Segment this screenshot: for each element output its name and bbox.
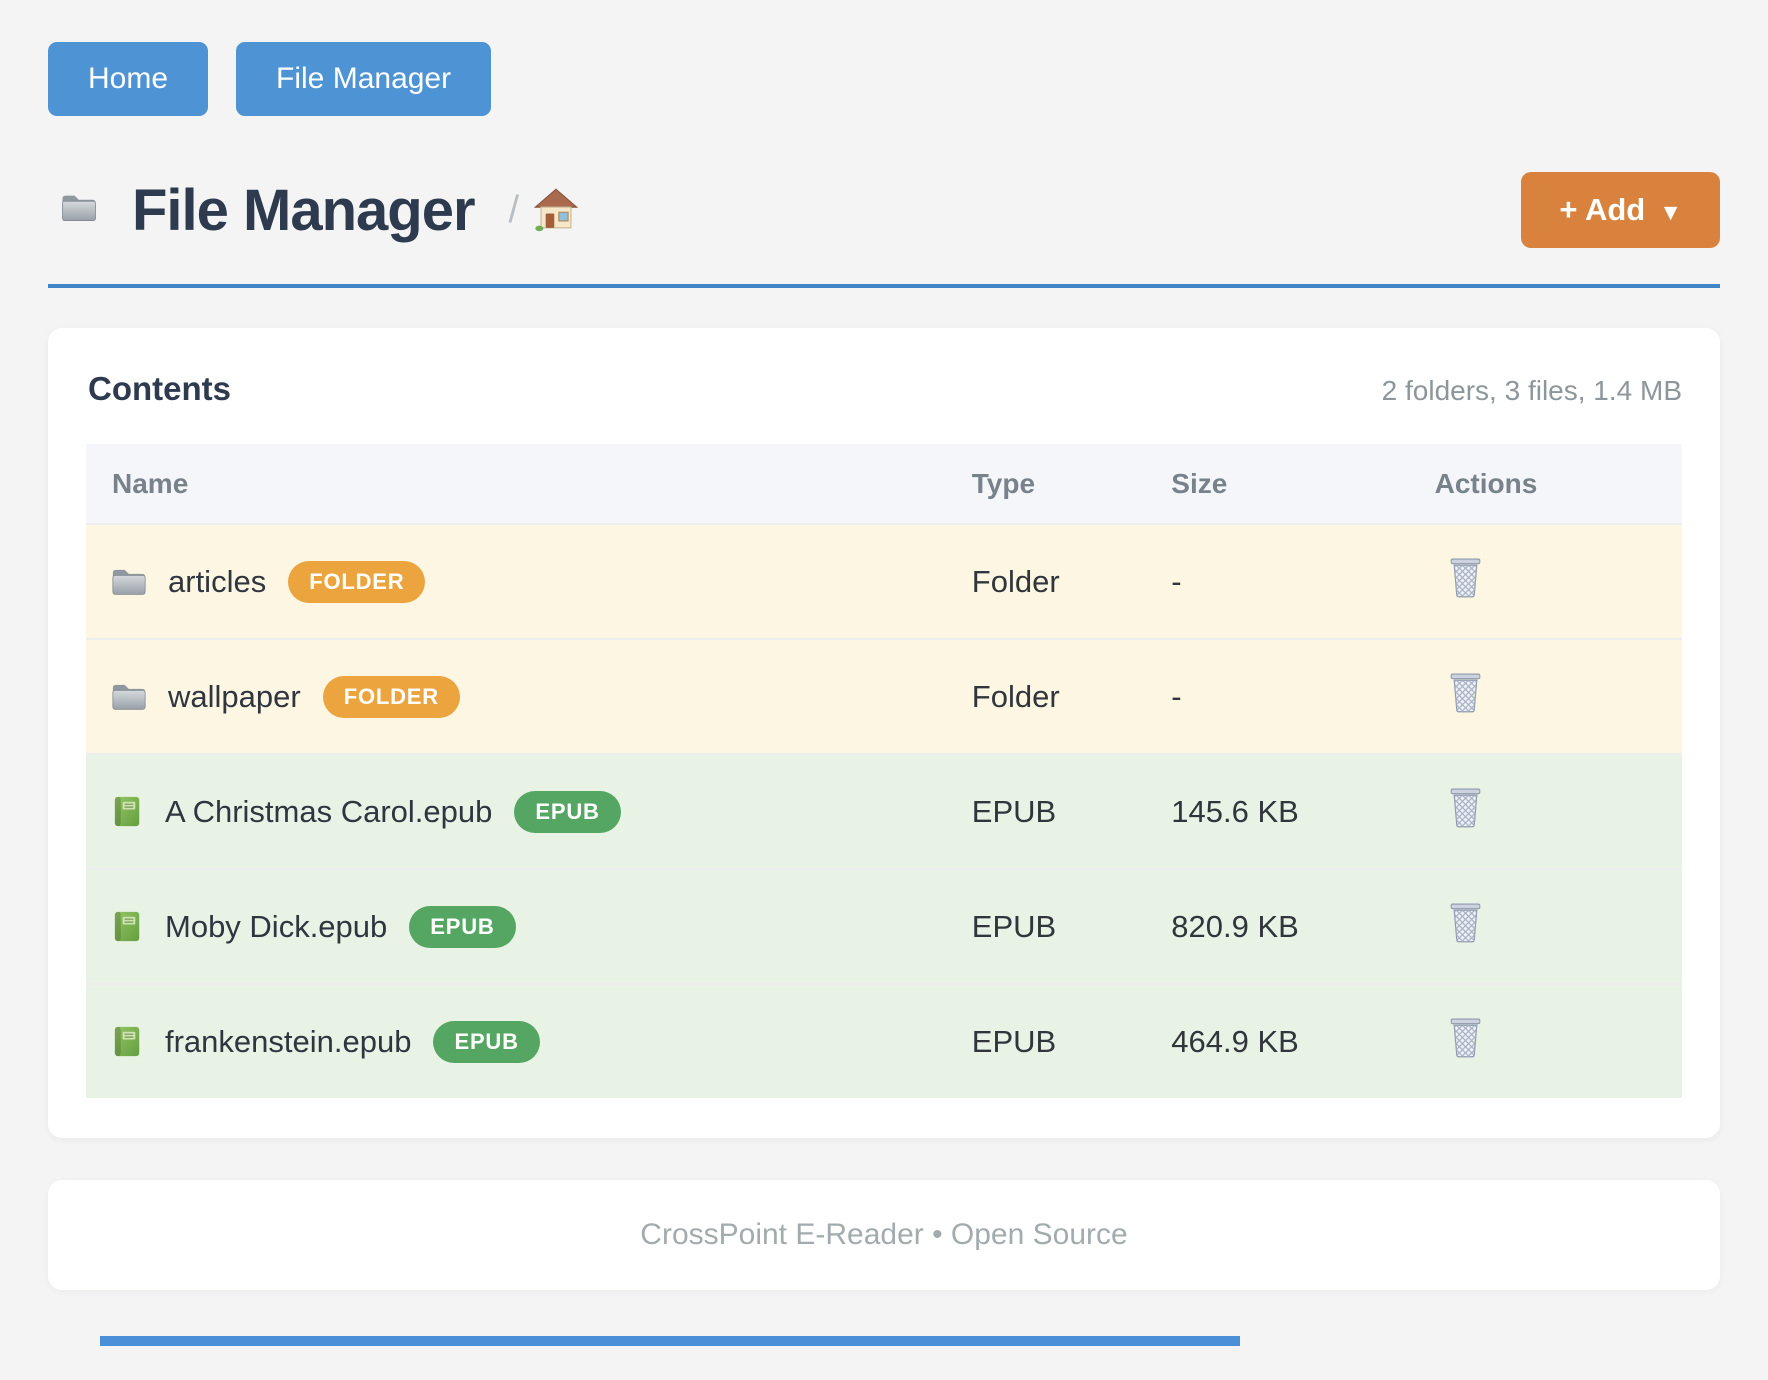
folder-icon — [110, 565, 148, 598]
delete-button[interactable] — [1435, 671, 1484, 717]
size-cell: 820.9 KB — [1171, 908, 1299, 944]
type-cell: EPUB — [971, 1023, 1057, 1059]
type-cell: Folder — [971, 563, 1060, 599]
book-icon — [110, 793, 145, 830]
contents-header: Contents 2 folders, 3 files, 1.4 MB — [86, 370, 1682, 408]
type-badge: FOLDER — [322, 675, 460, 718]
trash-icon — [1447, 1016, 1484, 1062]
add-button[interactable]: + Add ▼ — [1521, 172, 1720, 248]
chevron-down-icon: ▼ — [1659, 198, 1682, 225]
file-table: Name Type Size Actions articles FOLDER Fol… — [86, 444, 1682, 1098]
column-header-actions: Actions — [1434, 467, 1538, 499]
column-header-name: Name — [112, 467, 189, 499]
type-badge: FOLDER — [288, 560, 426, 603]
size-cell: - — [1171, 678, 1182, 714]
page-title: File Manager — [132, 177, 476, 243]
column-header-type: Type — [971, 467, 1036, 499]
size-cell: - — [1171, 563, 1182, 599]
file-name[interactable]: articles — [168, 563, 267, 599]
size-cell: 464.9 KB — [1171, 1023, 1299, 1059]
type-cell: EPUB — [971, 793, 1057, 829]
file-name[interactable]: frankenstein.epub — [165, 1023, 412, 1059]
type-cell: Folder — [971, 678, 1060, 714]
file-name[interactable]: Moby Dick.epub — [165, 908, 388, 944]
type-badge: EPUB — [514, 790, 621, 833]
home-icon[interactable] — [533, 187, 579, 233]
title-group: File Manager / — [48, 177, 579, 244]
column-header-size: Size — [1171, 467, 1228, 499]
trash-icon — [1447, 786, 1484, 832]
table-row: Moby Dick.epub EPUB EPUB 820.9 KB — [86, 869, 1682, 984]
delete-button[interactable] — [1435, 786, 1484, 832]
contents-summary: 2 folders, 3 files, 1.4 MB — [1381, 375, 1682, 406]
type-badge: EPUB — [409, 905, 516, 948]
nav-home-button[interactable]: Home — [48, 42, 209, 116]
contents-title: Contents — [88, 370, 231, 407]
table-row: A Christmas Carol.epub EPUB EPUB 145.6 KB — [86, 754, 1682, 869]
book-icon — [110, 908, 145, 945]
book-icon — [110, 1023, 145, 1060]
delete-button[interactable] — [1435, 556, 1484, 602]
table-row: frankenstein.epub EPUB EPUB 464.9 KB — [86, 984, 1682, 1098]
delete-button[interactable] — [1435, 901, 1484, 947]
file-name[interactable]: A Christmas Carol.epub — [165, 793, 493, 829]
trash-icon — [1447, 556, 1484, 602]
header-divider — [48, 284, 1720, 288]
folder-icon — [48, 191, 110, 229]
page-header: File Manager / + Add ▼ — [48, 172, 1720, 248]
type-cell: EPUB — [971, 908, 1057, 944]
bottom-accent-bar — [100, 1336, 1240, 1346]
footer-text: CrossPoint E-Reader • Open Source — [640, 1218, 1128, 1251]
delete-button[interactable] — [1435, 1016, 1484, 1062]
footer: CrossPoint E-Reader • Open Source — [48, 1180, 1720, 1290]
table-header-row: Name Type Size Actions — [86, 444, 1682, 524]
table-row: articles FOLDER Folder - — [86, 524, 1682, 639]
trash-icon — [1447, 671, 1484, 717]
trash-icon — [1447, 901, 1484, 947]
size-cell: 145.6 KB — [1171, 793, 1299, 829]
top-nav: Home File Manager — [48, 0, 1720, 116]
add-button-label: + Add — [1559, 192, 1646, 227]
file-name[interactable]: wallpaper — [168, 678, 301, 714]
type-badge: EPUB — [433, 1020, 540, 1063]
contents-card: Contents 2 folders, 3 files, 1.4 MB Name… — [48, 328, 1720, 1138]
breadcrumb: / — [508, 188, 520, 231]
table-row: wallpaper FOLDER Folder - — [86, 639, 1682, 754]
folder-icon — [110, 680, 148, 713]
nav-file-manager-button[interactable]: File Manager — [236, 42, 492, 116]
